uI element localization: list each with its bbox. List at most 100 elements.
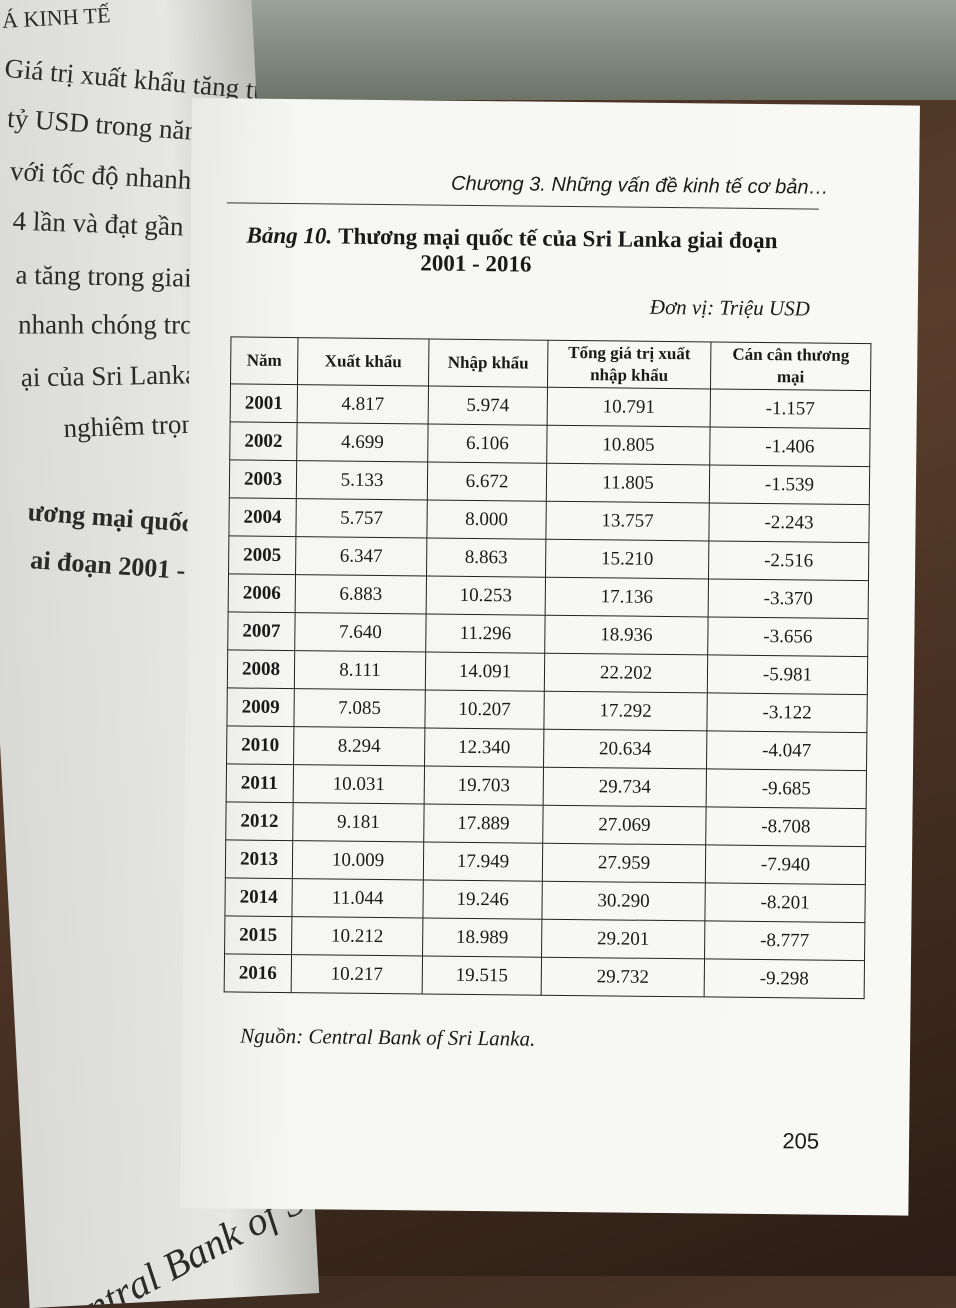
value-cell: 18.936 bbox=[544, 615, 709, 655]
header-row: Năm Xuất khẩu Nhập khẩu Tổng giá trị xuất n… bbox=[230, 336, 871, 391]
value-cell: 10.212 bbox=[291, 916, 423, 956]
table-row: 2004 5.757 8.000 13.757 -2.243 bbox=[228, 497, 870, 543]
value-cell: 10.217 bbox=[291, 954, 423, 994]
table-row: 2002 4.699 6.106 10.805 -1.406 bbox=[229, 421, 871, 467]
table-body: 2001 4.817 5.974 10.791 -1.157 2002 4.699 6.106… bbox=[224, 383, 871, 999]
value-cell: -8.708 bbox=[705, 806, 867, 847]
value-cell: -9.298 bbox=[704, 958, 865, 999]
table-row: 2001 4.817 5.974 10.791 -1.157 bbox=[230, 383, 871, 429]
value-cell: 8.000 bbox=[426, 499, 547, 540]
column-header: Năm bbox=[230, 336, 298, 385]
year-cell: 2013 bbox=[225, 839, 293, 879]
column-header: Xuất khẩu bbox=[297, 337, 429, 386]
running-head: Á KINH TẾ bbox=[1, 2, 112, 33]
value-cell: -1.539 bbox=[709, 464, 870, 505]
table-row: 2012 9.181 17.889 27.069 -8.708 bbox=[225, 801, 867, 847]
value-cell: 4.699 bbox=[296, 422, 429, 462]
value-cell: 17.889 bbox=[423, 803, 544, 844]
value-cell: 27.069 bbox=[542, 805, 707, 845]
caption-text: Thương mại quốc tế của Sri Lanka giai đo… bbox=[338, 223, 778, 254]
value-cell: 19.515 bbox=[422, 955, 542, 996]
year-cell: 2010 bbox=[226, 725, 294, 765]
year-cell: 2003 bbox=[229, 459, 297, 499]
value-cell: -5.981 bbox=[707, 654, 868, 695]
year-cell: 2015 bbox=[224, 915, 292, 955]
value-cell: -2.516 bbox=[708, 540, 869, 581]
year-cell: 2009 bbox=[226, 687, 295, 727]
value-cell: 11.805 bbox=[546, 463, 710, 503]
table-row: 2015 10.212 18.989 29.201 -8.777 bbox=[224, 915, 865, 961]
value-cell: 6.883 bbox=[295, 574, 427, 614]
data-table: Năm Xuất khẩu Nhập khẩu Tổng giá trị xuất n… bbox=[224, 336, 872, 999]
value-cell: 30.290 bbox=[541, 881, 706, 921]
value-cell: -3.656 bbox=[707, 616, 869, 657]
value-cell: 6.106 bbox=[427, 423, 548, 464]
value-cell: 9.181 bbox=[292, 802, 425, 842]
value-cell: -8.201 bbox=[704, 882, 866, 923]
table-row: 2003 5.133 6.672 11.805 -1.539 bbox=[229, 459, 870, 505]
value-cell: 6.347 bbox=[295, 536, 427, 576]
value-cell: 10.805 bbox=[546, 425, 711, 465]
value-cell: 20.634 bbox=[543, 729, 707, 769]
column-header: Cán cân thương mại bbox=[710, 341, 871, 391]
value-cell: 7.640 bbox=[294, 612, 427, 652]
value-cell: 15.210 bbox=[545, 539, 709, 579]
year-cell: 2012 bbox=[225, 801, 294, 841]
table-row: 2011 10.031 19.703 29.734 -9.685 bbox=[226, 763, 867, 809]
header-rule bbox=[226, 202, 819, 210]
value-cell: 29.732 bbox=[541, 957, 705, 997]
year-cell: 2001 bbox=[230, 383, 298, 423]
value-cell: 8.863 bbox=[426, 537, 546, 578]
right-page: Chương 3. Những vấn đề kinh tế cơ bản… B… bbox=[180, 98, 920, 1216]
value-cell: 7.085 bbox=[293, 688, 426, 728]
background-glass bbox=[250, 0, 956, 100]
value-cell: 10.031 bbox=[293, 764, 425, 804]
value-cell: -3.122 bbox=[706, 692, 868, 733]
value-cell: -7.940 bbox=[705, 844, 866, 885]
table-row: 2014 11.044 19.246 30.290 -8.201 bbox=[224, 877, 866, 923]
running-head: Chương 3. Những vấn đề kinh tế cơ bản… bbox=[451, 172, 829, 199]
year-cell: 2006 bbox=[228, 573, 296, 613]
value-cell: 13.757 bbox=[545, 501, 710, 541]
source: Nguồn: Central Bank of Sri Lanka. bbox=[240, 1023, 536, 1051]
value-cell: -1.406 bbox=[709, 426, 871, 467]
value-cell: 27.959 bbox=[542, 843, 706, 883]
year-cell: 2011 bbox=[226, 763, 294, 803]
column-header: Nhập khẩu bbox=[428, 338, 548, 388]
table-row: 2013 10.009 17.949 27.959 -7.940 bbox=[225, 839, 866, 885]
table-row: 2006 6.883 10.253 17.136 -3.370 bbox=[228, 573, 869, 619]
table-label: Bảng 10. bbox=[246, 222, 333, 249]
value-cell: 11.044 bbox=[291, 878, 424, 918]
value-cell: 14.091 bbox=[425, 651, 545, 692]
table-caption: 2001 - 2016 bbox=[420, 250, 532, 277]
table-row: 2010 8.294 12.340 20.634 -4.047 bbox=[226, 725, 867, 771]
value-cell: -8.777 bbox=[704, 920, 865, 961]
table-caption: Bảng 10. Thương mại quốc tế của Sri Lanka… bbox=[246, 223, 777, 255]
year-cell: 2008 bbox=[227, 649, 295, 689]
value-cell: 8.111 bbox=[294, 650, 426, 690]
table-row: 2009 7.085 10.207 17.292 -3.122 bbox=[226, 687, 868, 733]
year-cell: 2007 bbox=[227, 611, 296, 651]
year-cell: 2016 bbox=[224, 953, 292, 993]
value-cell: 17.949 bbox=[423, 841, 543, 882]
value-cell: 10.791 bbox=[547, 387, 711, 427]
year-cell: 2014 bbox=[224, 877, 293, 917]
table-row: 2007 7.640 11.296 18.936 -3.656 bbox=[227, 611, 869, 657]
year-cell: 2005 bbox=[228, 535, 296, 575]
table-row: 2008 8.111 14.091 22.202 -5.981 bbox=[227, 649, 868, 695]
table-row: 2016 10.217 19.515 29.732 -9.298 bbox=[224, 953, 865, 999]
value-cell: 5.133 bbox=[296, 460, 428, 500]
value-cell: 19.246 bbox=[422, 879, 543, 920]
value-cell: 6.672 bbox=[427, 461, 547, 502]
value-cell: 22.202 bbox=[544, 653, 708, 693]
value-cell: 29.201 bbox=[541, 919, 705, 959]
value-cell: -9.685 bbox=[706, 768, 867, 809]
value-cell: 5.974 bbox=[428, 385, 548, 426]
value-cell: 12.340 bbox=[424, 727, 544, 768]
value-cell: -1.157 bbox=[710, 388, 871, 429]
value-cell: -2.243 bbox=[708, 502, 870, 543]
column-header: Tổng giá trị xuất nhập khẩu bbox=[547, 340, 711, 389]
value-cell: 10.207 bbox=[424, 689, 545, 730]
value-cell: 19.703 bbox=[424, 765, 544, 806]
